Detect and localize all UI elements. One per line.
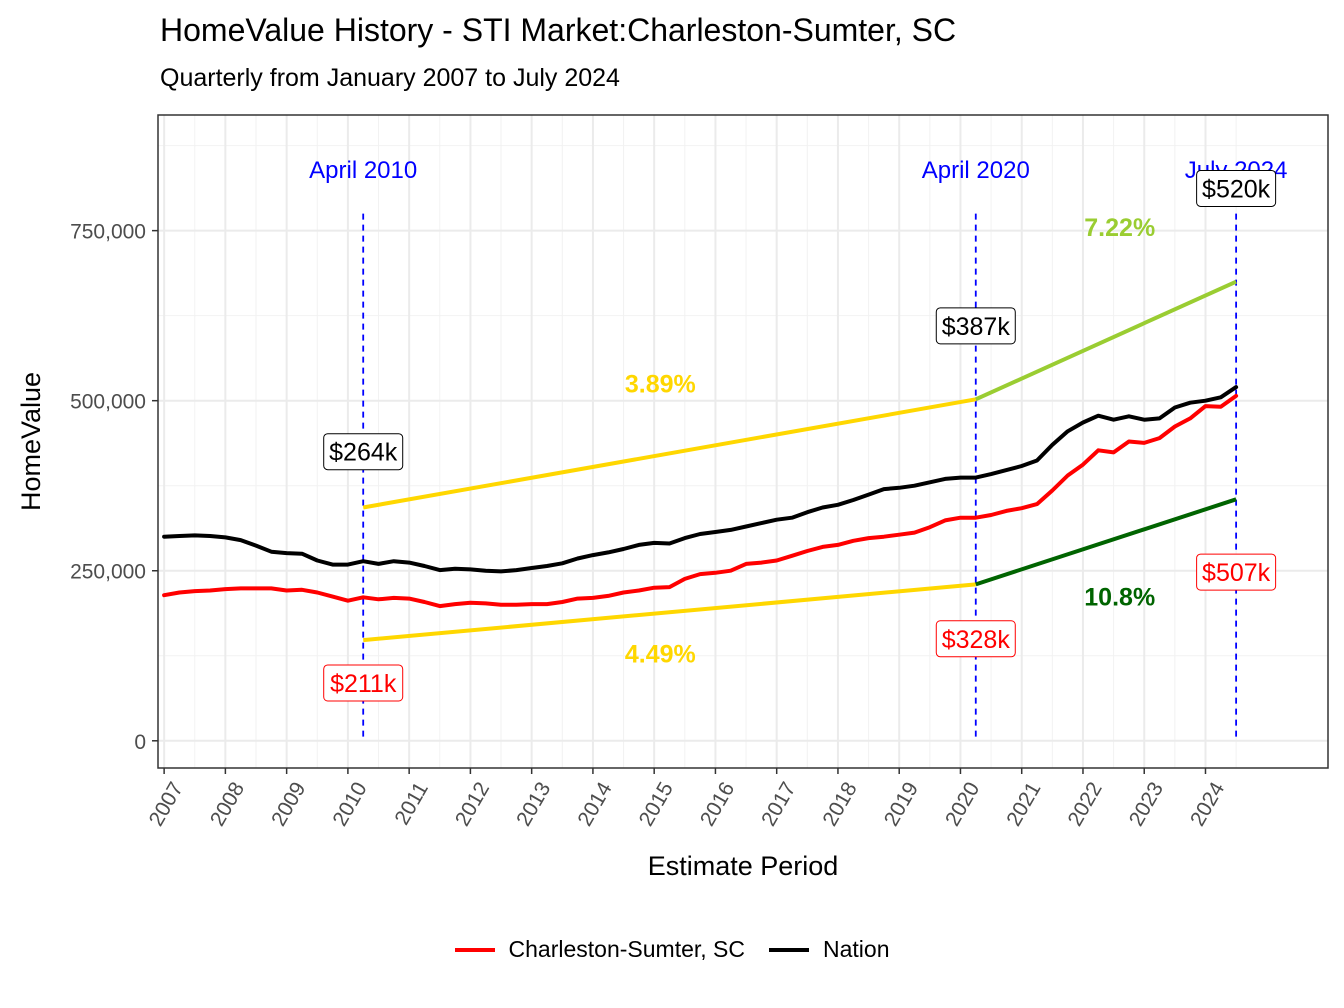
cagr-text-label: CAGR	[631, 0, 705, 6]
x-axis-label: Estimate Period	[648, 851, 839, 881]
x-tick-label: 2016	[696, 778, 739, 830]
cagr-text-label: CAGR	[1091, 0, 1165, 6]
x-tick-label: 2008	[206, 778, 249, 830]
x-tick-label: 2014	[573, 778, 616, 830]
value-label: $328k	[935, 620, 1016, 658]
reference-line-label: April 2020	[922, 157, 1030, 184]
y-tick-label: 250,000	[70, 561, 146, 584]
value-label-box	[1196, 553, 1277, 591]
legend-item-nation: Nation	[769, 936, 889, 963]
x-tick-label: 2015	[635, 778, 678, 830]
x-tick-label: 2010	[328, 778, 371, 830]
x-tick-label: 2013	[512, 778, 555, 830]
chart-subtitle: Quarterly from January 2007 to July 2024	[160, 64, 620, 92]
x-tick-label: 2012	[451, 778, 494, 830]
legend-label-charleston: Charleston-Sumter, SC	[508, 936, 745, 962]
cagr-trend-line	[974, 279, 1237, 402]
value-label-text: $507k	[1202, 559, 1271, 587]
value-label: $507k	[1196, 553, 1277, 591]
y-tick-label: 0	[134, 731, 146, 754]
value-label: $264k	[323, 433, 404, 471]
value-label-box	[935, 620, 1016, 658]
value-label-text: $264k	[329, 439, 398, 467]
value-label: $520k	[1196, 169, 1277, 207]
cagr-value-label: 3.89%	[625, 371, 696, 399]
value-label-box	[1196, 169, 1277, 207]
legend-label-nation: Nation	[823, 936, 890, 962]
x-tick-label: 2009	[267, 778, 310, 830]
y-tick-label: 750,000	[70, 221, 146, 244]
value-label-text: $328k	[942, 626, 1011, 654]
cagr-trend-line	[363, 582, 976, 643]
x-tick-label: 2018	[818, 778, 861, 830]
x-tick-label: 2023	[1125, 778, 1168, 830]
x-tick-label: 2017	[757, 778, 800, 830]
value-label: $387k	[935, 307, 1016, 345]
value-label-text: $520k	[1202, 175, 1271, 203]
series-line-nation	[162, 385, 1239, 574]
reference-line-label: April 2010	[309, 157, 417, 184]
x-tick-label: 2022	[1064, 778, 1107, 830]
legend-key-charleston	[454, 947, 495, 952]
value-label-box	[323, 433, 404, 471]
x-tick-label: 2021	[1002, 778, 1045, 830]
x-tick-label: 2019	[880, 778, 923, 830]
cagr-text-label: CAGR	[631, 0, 705, 6]
value-label-text: $211k	[330, 670, 397, 698]
cagr-trend-line	[975, 497, 1237, 587]
axes: 0 250,000 500,000 750,000 2007 2008 2009 2010 20…	[70, 221, 1229, 831]
x-tick-label: 2020	[941, 778, 984, 830]
legend-item-charleston: Charleston-Sumter, SC	[454, 936, 745, 963]
cagr-text-label: CAGR	[1091, 0, 1165, 6]
value-label-text: $387k	[942, 313, 1011, 341]
series-line-charleston	[162, 393, 1239, 609]
x-tick-label: 2024	[1186, 778, 1229, 830]
cagr-trend-line	[362, 397, 977, 510]
value-label-box	[323, 664, 404, 702]
chart-title: HomeValue History - STI Market:Charlesto…	[160, 12, 957, 48]
y-axis-label: HomeValue	[16, 372, 46, 511]
value-label: $211k	[323, 664, 404, 702]
cagr-value-label: 7.22%	[1084, 214, 1155, 242]
y-tick-label: 500,000	[70, 391, 146, 414]
cagr-value-label: 10.8%	[1084, 584, 1155, 612]
grid	[158, 115, 1328, 768]
legend: Charleston-Sumter, SC Nation	[0, 936, 1344, 963]
x-tick-label: 2007	[145, 778, 188, 830]
legend-key-nation	[769, 947, 809, 952]
x-tick-label: 2011	[390, 778, 433, 829]
panel-border	[157, 114, 1329, 769]
value-label-box	[935, 307, 1016, 345]
cagr-value-label: 4.49%	[625, 641, 696, 669]
